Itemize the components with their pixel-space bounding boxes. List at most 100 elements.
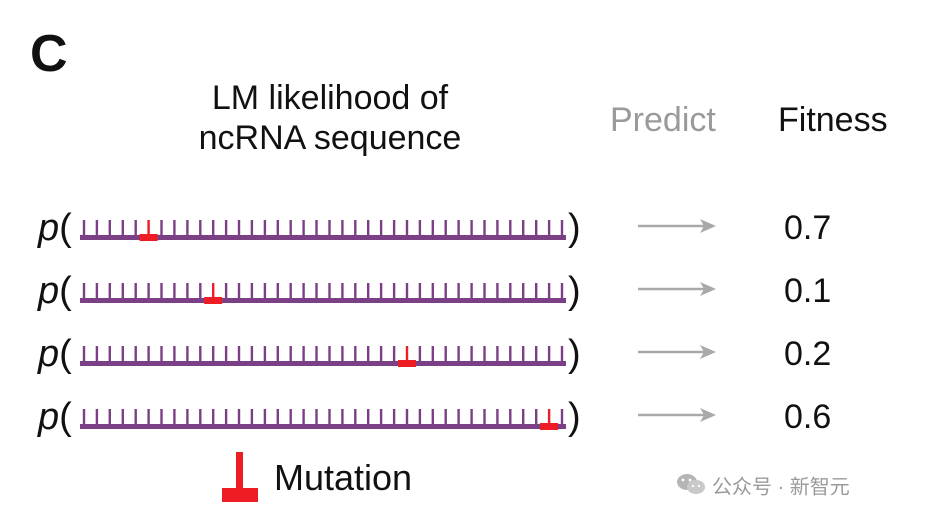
nucleotide-tick xyxy=(496,220,499,236)
mutation-tick xyxy=(147,220,150,236)
nucleotide-tick xyxy=(560,346,564,362)
nucleotide-tick xyxy=(328,409,331,425)
nucleotide-tick xyxy=(250,220,254,236)
nucleotide-tick xyxy=(470,283,473,299)
p-symbol: p xyxy=(38,396,60,438)
nucleotide-tick xyxy=(341,283,344,299)
nucleotide-tick xyxy=(82,220,86,236)
wechat-icon xyxy=(676,472,706,504)
nucleotide-tick xyxy=(186,409,189,425)
mutation-base xyxy=(398,360,416,367)
nucleotide-tick xyxy=(354,409,357,425)
close-paren: ) xyxy=(568,207,581,249)
rna-sequence xyxy=(80,409,566,430)
nucleotide-tick xyxy=(95,220,99,236)
nucleotide-tick xyxy=(250,409,254,425)
open-paren: ( xyxy=(59,333,72,375)
nucleotide-tick xyxy=(470,220,473,236)
nucleotide-tick xyxy=(341,220,344,236)
close-paren: ) xyxy=(568,333,581,375)
nucleotide-tick xyxy=(547,346,551,362)
sequence-backbone xyxy=(80,235,566,240)
close-paren: ) xyxy=(568,396,581,438)
p-symbol: p xyxy=(38,333,60,375)
probability-label: p( xyxy=(38,206,72,250)
nucleotide-tick xyxy=(418,220,422,236)
nucleotide-tick xyxy=(212,220,215,236)
nucleotide-tick xyxy=(367,283,370,299)
fitness-value: 0.1 xyxy=(784,272,832,310)
nucleotide-tick xyxy=(315,346,318,362)
nucleotide-tick xyxy=(535,283,538,299)
sequence-row: p() 0.7 xyxy=(0,200,926,262)
nucleotide-tick xyxy=(276,283,279,299)
mutation-base xyxy=(540,423,559,430)
fitness-value: 0.6 xyxy=(784,398,832,436)
nucleotide-tick xyxy=(121,409,124,425)
nucleotide-tick xyxy=(199,409,202,425)
nucleotide-tick xyxy=(457,220,460,236)
nucleotide-tick xyxy=(483,409,486,425)
nucleotide-tick xyxy=(535,346,538,362)
nucleotide-tick xyxy=(444,346,447,362)
nucleotide-tick xyxy=(82,409,86,425)
nucleotide-tick xyxy=(535,409,538,425)
nucleotide-tick xyxy=(367,409,370,425)
nucleotide-tick xyxy=(237,409,241,425)
nucleotide-tick xyxy=(263,346,267,362)
nucleotide-tick xyxy=(354,220,357,236)
nucleotide-tick xyxy=(186,220,189,236)
nucleotide-tick xyxy=(147,409,150,425)
nucleotide-tick xyxy=(276,346,279,362)
nucleotide-tick xyxy=(160,220,163,236)
nucleotide-tick xyxy=(186,346,189,362)
nucleotide-tick xyxy=(173,346,176,362)
nucleotide-tick xyxy=(431,220,434,236)
nucleotide-tick xyxy=(134,283,137,299)
nucleotide-tick xyxy=(134,409,137,425)
nucleotide-tick xyxy=(212,346,215,362)
nucleotide-tick xyxy=(82,346,86,362)
nucleotide-tick xyxy=(224,346,228,362)
mutation-base xyxy=(139,234,158,241)
p-symbol: p xyxy=(38,270,60,312)
nucleotide-tick xyxy=(483,220,486,236)
nucleotide-tick xyxy=(212,409,215,425)
watermark-text: 公众号 · 新智元 xyxy=(712,476,850,499)
nucleotide-tick xyxy=(547,283,551,299)
nucleotide-tick xyxy=(237,283,241,299)
sequence-row: p() 0.6 xyxy=(0,389,926,451)
nucleotide-tick xyxy=(418,283,422,299)
nucleotide-tick xyxy=(302,409,305,425)
nucleotide-tick xyxy=(199,283,202,299)
nucleotide-tick xyxy=(108,283,111,299)
header-line-2: ncRNA sequence xyxy=(198,119,462,157)
nucleotide-tick xyxy=(444,409,447,425)
nucleotide-tick xyxy=(444,220,447,236)
nucleotide-tick xyxy=(186,283,189,299)
nucleotide-tick xyxy=(302,220,305,236)
nucleotide-tick xyxy=(509,220,512,236)
nucleotide-tick xyxy=(95,283,99,299)
nucleotide-tick xyxy=(405,409,409,425)
nucleotide-tick xyxy=(560,409,564,425)
fitness-value: 0.2 xyxy=(784,335,832,373)
nucleotide-tick xyxy=(82,283,86,299)
nucleotide-tick xyxy=(457,346,460,362)
nucleotide-tick xyxy=(535,220,538,236)
nucleotide-tick xyxy=(121,283,124,299)
sequence-backbone xyxy=(80,424,566,429)
open-paren: ( xyxy=(59,207,72,249)
fitness-header: Fitness xyxy=(778,101,888,139)
nucleotide-tick xyxy=(444,283,447,299)
nucleotide-tick xyxy=(263,283,267,299)
nucleotide-tick xyxy=(522,409,525,425)
nucleotide-tick xyxy=(509,409,512,425)
fitness-value: 0.7 xyxy=(784,209,832,247)
open-paren: ( xyxy=(59,270,72,312)
nucleotide-tick xyxy=(354,346,357,362)
nucleotide-tick xyxy=(328,220,331,236)
nucleotide-tick xyxy=(237,220,241,236)
sequence-row: p() 0.2 xyxy=(0,326,926,388)
nucleotide-tick xyxy=(315,220,318,236)
